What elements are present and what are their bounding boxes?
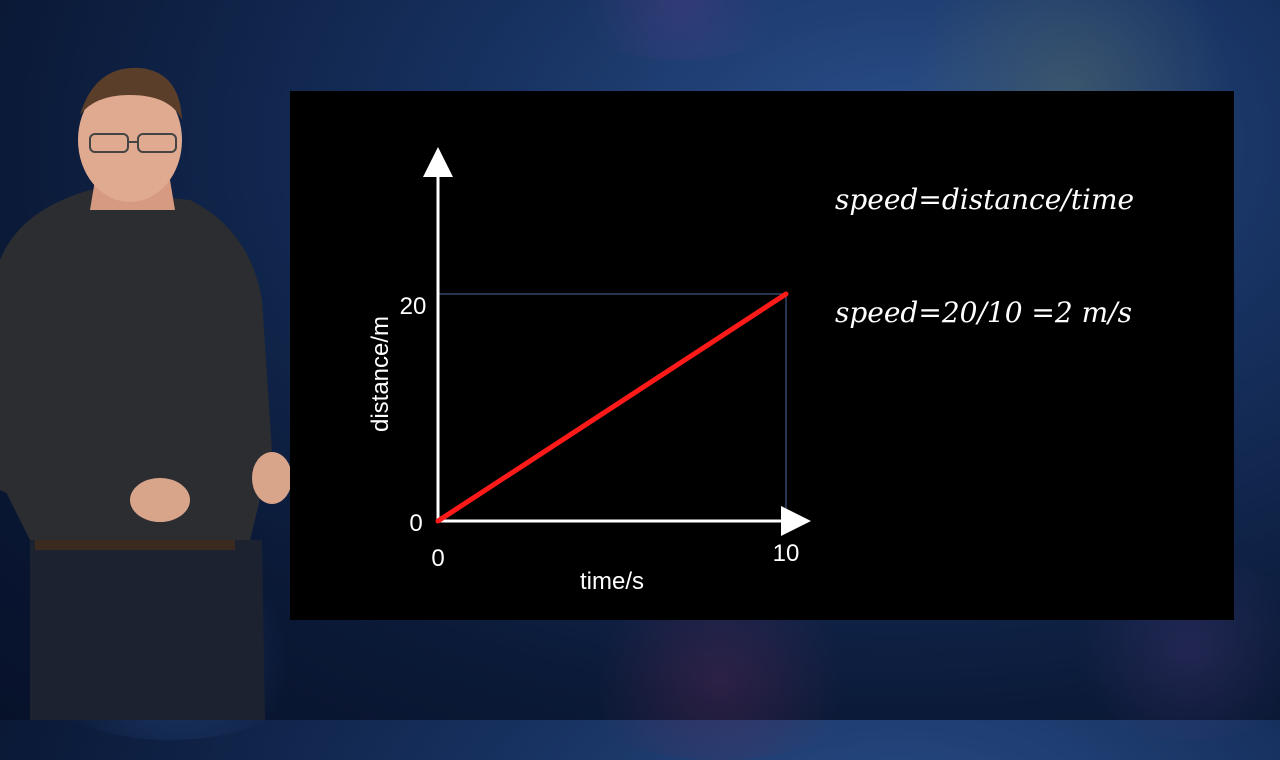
y-tick-label: 0 xyxy=(409,510,422,537)
y-axis-label: distance/m xyxy=(367,316,394,432)
presenter-figure xyxy=(0,67,292,720)
background-bubble xyxy=(560,600,880,760)
x-tick-label: 0 xyxy=(431,545,444,572)
speed-calculation: speed=20/10 =2 m/s xyxy=(835,296,1132,329)
x-tick-label: 10 xyxy=(773,540,800,567)
speed-formula: speed=distance/time xyxy=(835,183,1135,216)
background-bubble xyxy=(560,0,800,60)
series-line-0 xyxy=(435,291,789,524)
y-tick-label: 20 xyxy=(400,293,427,320)
distance-time-chart: 0 10 0 20 time/s distance/m xyxy=(367,147,811,595)
x-axis-label: time/s xyxy=(580,568,644,595)
slide-panel: 0 10 0 20 time/s distance/m speed=distance/ti… xyxy=(290,91,1234,620)
